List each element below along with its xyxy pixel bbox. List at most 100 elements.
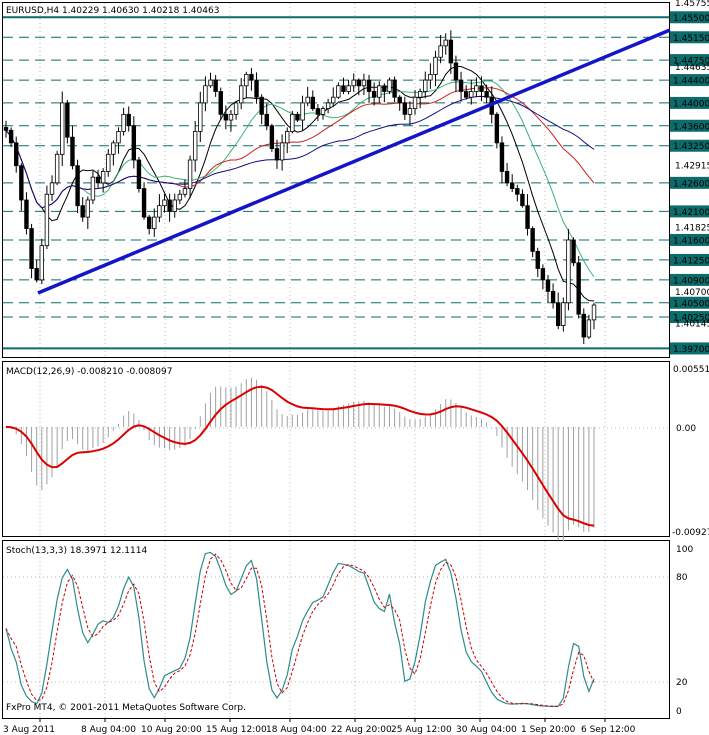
candle-body [448,39,454,64]
candle-body [208,79,213,87]
level-label-bg [670,96,709,109]
candle-body [218,91,223,115]
symbol-info: EURUSD,H4 1.40229 1.40630 1.40218 1.4046… [6,6,219,16]
candle-body [377,85,382,98]
candle-body [484,91,489,98]
level-label: 1.43600 [673,122,709,132]
candle-body [141,188,147,218]
stoch-scale-100: 100 [676,545,693,555]
candle-body [254,79,259,98]
candle-body [259,96,264,115]
candle-body [39,245,44,281]
level-lines [3,16,669,350]
level-label: 1.43250 [673,142,709,152]
candle-body [402,102,408,115]
macd-scale-zero: 0.00 [676,424,696,434]
price-tick-label: 1.42915 [675,161,709,171]
candle-body [249,73,254,81]
candle-body [233,102,239,115]
time-label: 6 Sep 12:00 [581,725,636,735]
candle-body [591,304,597,321]
candle-body [131,125,137,161]
candle-body [382,85,387,92]
time-label: 25 Aug 12:00 [391,725,452,735]
moving-average-line [5,95,595,209]
candle-body [530,228,535,252]
candle-body [423,79,428,92]
candle-body [121,113,126,132]
level-label-bg [670,273,709,286]
candle-body [290,113,295,132]
level-label: 1.40250 [673,314,709,324]
candle-body [453,62,459,81]
level-label: 1.41250 [673,256,709,266]
grid [3,3,669,718]
candle-body [285,131,290,144]
level-label-bg [670,342,709,355]
level-label-bg [670,296,709,309]
level-label-bg [670,205,709,218]
level-label: 1.44750 [673,57,709,67]
candle-body [24,199,29,229]
candle-body [581,313,586,338]
candle-body [305,96,310,104]
candle-body [545,279,551,292]
time-label: 10 Aug 20:00 [141,725,202,735]
candle-body [417,91,423,98]
candle-body [392,79,397,98]
price-tick-label: 1.45755 [675,0,709,9]
candle-body [300,102,305,121]
level-label: 1.44400 [673,77,709,87]
candle-body [213,79,218,92]
candle-body [320,108,326,115]
time-label: 18 Aug 04:00 [266,725,327,735]
macd-scale-bottom: -0.00927 [672,528,709,538]
candle-body [70,136,75,167]
level-label-bg [670,311,709,324]
level-label: 1.45500 [673,14,709,24]
price-axis: 1.45500 1.45150 1.44750 1.44400 1.44000 1.436… [670,0,709,355]
candle-body [525,205,530,229]
candle-body [274,148,280,161]
price-tick-label: 1.41825 [675,224,709,234]
stoch-title: Stoch(13,3,3) 18.3971 12.1114 [6,546,147,556]
candle-body [34,268,39,281]
candle-body [566,239,571,304]
panel-frames [2,2,670,719]
level-label: 1.40900 [673,276,709,286]
price-tick-label: 1.40145 [675,320,709,330]
time-label: 8 Aug 04:00 [81,725,136,735]
candle-body [561,302,566,326]
level-label: 1.39700 [673,345,709,355]
candle-body [586,319,592,338]
candle-body [162,199,167,207]
trend-line[interactable] [37,28,671,295]
candle-body [433,56,438,75]
candle-body [356,79,361,87]
candle-body [331,96,336,104]
candle-body [44,193,50,247]
candle-body [520,193,525,207]
candle-body [366,79,372,92]
candle-body [14,142,19,167]
candle-body [469,91,474,98]
candle-body [49,182,55,195]
candle-body [167,199,172,212]
level-label-bg [670,139,709,152]
candle-body [152,216,157,229]
candle-body [146,216,152,229]
time-axis: 3 Aug 2011 8 Aug 04:00 10 Aug 20:00 15 Aug … [3,718,636,735]
candle-body [494,113,500,144]
stoch-scale-80: 80 [676,573,688,583]
candle-body [438,45,443,58]
level-label-bg [670,119,709,132]
level-label: 1.42600 [673,179,709,189]
level-label-bg [670,74,709,87]
candles [3,30,597,344]
candle-body [264,113,269,127]
candle-body [65,102,70,138]
candle-body [85,199,91,218]
candle-body [192,131,198,161]
level-label: 1.45150 [673,34,709,44]
